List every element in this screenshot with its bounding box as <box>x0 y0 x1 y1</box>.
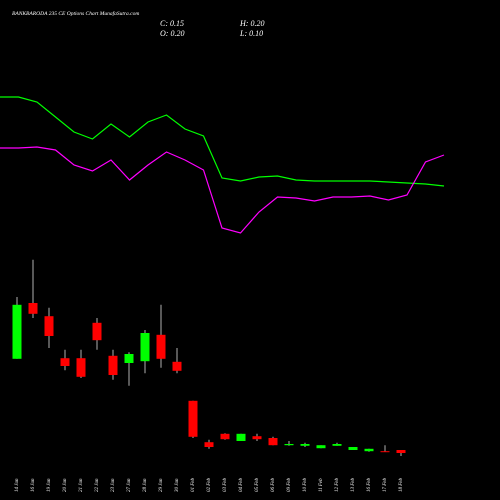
x-tick-label: 09 Feb <box>287 477 292 492</box>
x-tick-label: 01 Feb <box>191 477 196 492</box>
candle-body <box>172 361 182 371</box>
candle-body <box>300 444 310 446</box>
x-tick-label: 12 Feb <box>335 477 340 492</box>
low-label: L: 0.10 <box>239 29 263 38</box>
x-tick-label: 19 Jan <box>47 478 52 492</box>
close-label: C: 0.15 <box>160 19 184 28</box>
candle-body <box>60 358 70 366</box>
x-tick-label: 17 Feb <box>383 477 388 492</box>
x-tick-label: 16 Jan <box>31 478 36 492</box>
indicator-line <box>0 146 445 234</box>
candle-body <box>396 450 406 453</box>
candle-body <box>316 445 326 449</box>
candle-body <box>44 316 54 336</box>
x-tick-label: 27 Jan <box>127 478 132 492</box>
candle-body <box>220 433 230 440</box>
candle-body <box>12 304 22 359</box>
x-tick-label: 30 Jan <box>175 478 180 492</box>
indicator-line <box>0 96 445 187</box>
x-tick-label: 21 Jan <box>79 478 84 492</box>
candle-body <box>140 333 150 362</box>
x-tick-label: 20 Jan <box>63 478 68 492</box>
x-tick-label: 28 Jan <box>143 478 148 492</box>
x-tick-label: 29 Jan <box>159 478 164 492</box>
x-tick-label: 10 Feb <box>303 477 308 492</box>
candle-body <box>76 358 86 377</box>
candle-body <box>204 442 214 447</box>
candle-body <box>284 444 294 446</box>
x-tick-label: 04 Feb <box>239 477 244 492</box>
candle-body <box>348 447 358 450</box>
x-tick-label: 14 Jan <box>15 478 20 492</box>
candle-body <box>188 400 198 437</box>
candle-body <box>124 354 134 363</box>
candle-body <box>332 444 342 446</box>
candle-body <box>364 448 374 452</box>
x-tick-label: 11 Feb <box>319 478 324 492</box>
x-tick-label: 03 Feb <box>223 477 228 492</box>
x-tick-label: 16 Feb <box>367 477 372 492</box>
candle-body <box>236 433 246 441</box>
x-tick-label: 05 Feb <box>255 477 260 492</box>
candle-body <box>268 438 278 446</box>
x-tick-label: 22 Jan <box>95 478 100 492</box>
x-tick-label: 18 Feb <box>399 477 404 492</box>
candle-body <box>28 303 38 314</box>
candle-body <box>108 355 118 375</box>
candle-body <box>252 436 262 440</box>
open-label: O: 0.20 <box>160 29 184 38</box>
candle-body <box>156 334 166 359</box>
x-tick-label: 23 Jan <box>111 478 116 492</box>
candle-body <box>92 322 102 341</box>
chart-title: BANKBARODA 235 CE Options Chart MunafaSu… <box>12 10 139 17</box>
candle-body <box>380 451 390 453</box>
x-tick-label: 13 Feb <box>351 477 356 492</box>
x-tick-label: 06 Feb <box>271 477 276 492</box>
x-tick-label: 02 Feb <box>207 477 212 492</box>
high-label: H: 0.20 <box>239 19 264 28</box>
